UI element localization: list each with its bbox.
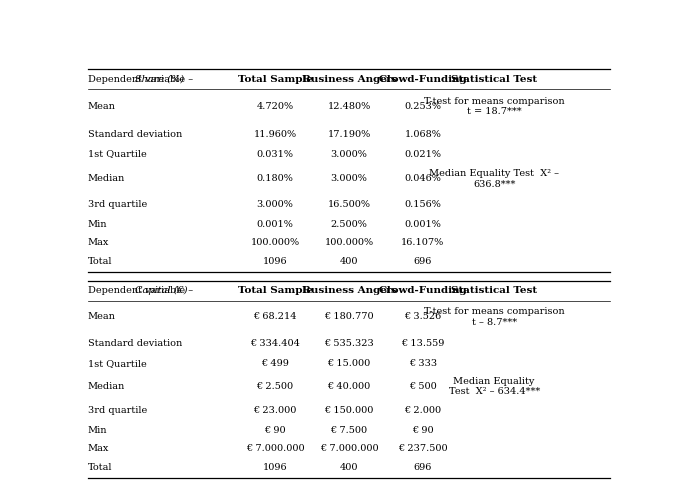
Text: 0.156%: 0.156% <box>405 200 441 209</box>
Text: 4.720%: 4.720% <box>257 102 294 111</box>
Text: 3rd quartile: 3rd quartile <box>88 200 147 209</box>
Text: 17.190%: 17.190% <box>328 130 370 139</box>
Text: 100.000%: 100.000% <box>324 238 374 247</box>
Text: Statistical Test: Statistical Test <box>451 286 537 295</box>
Text: Total Sample: Total Sample <box>238 286 313 295</box>
Text: 0.046%: 0.046% <box>405 174 441 183</box>
Text: Median: Median <box>88 382 125 391</box>
Text: 11.960%: 11.960% <box>253 130 297 139</box>
Text: € 7.000.000: € 7.000.000 <box>246 445 304 454</box>
Text: 400: 400 <box>340 256 358 265</box>
Text: € 2.500: € 2.500 <box>257 382 294 391</box>
Text: € 13.559: € 13.559 <box>401 339 445 348</box>
Text: € 333: € 333 <box>409 359 437 368</box>
Text: Capital (€): Capital (€) <box>135 286 187 295</box>
Text: Dependent variable –: Dependent variable – <box>88 75 196 84</box>
Text: Business Angels: Business Angels <box>302 75 396 84</box>
Text: € 90: € 90 <box>412 426 434 435</box>
Text: Max: Max <box>88 445 109 454</box>
Text: 3.000%: 3.000% <box>330 149 368 158</box>
Text: 0.001%: 0.001% <box>405 220 441 229</box>
Text: Total Sample: Total Sample <box>238 75 313 84</box>
Text: T-test for means comparison: T-test for means comparison <box>424 97 565 106</box>
Text: € 3.526: € 3.526 <box>405 312 441 321</box>
Text: 16.107%: 16.107% <box>401 238 445 247</box>
Text: 0.031%: 0.031% <box>257 149 294 158</box>
Text: € 150.000: € 150.000 <box>324 406 374 415</box>
Text: t – 8.7***: t – 8.7*** <box>471 318 517 327</box>
Text: Mean: Mean <box>88 312 116 321</box>
Text: Dependent variable –: Dependent variable – <box>88 286 196 295</box>
Text: 1096: 1096 <box>263 463 287 472</box>
Text: 16.500%: 16.500% <box>328 200 370 209</box>
Text: 0.253%: 0.253% <box>405 102 441 111</box>
Text: 12.480%: 12.480% <box>328 102 370 111</box>
Text: 3rd quartile: 3rd quartile <box>88 406 147 415</box>
Text: Median Equality: Median Equality <box>454 376 535 385</box>
Text: Min: Min <box>88 426 108 435</box>
Text: 3.000%: 3.000% <box>330 174 368 183</box>
Text: 696: 696 <box>414 463 432 472</box>
Text: T-test for means comparison: T-test for means comparison <box>424 307 565 316</box>
Text: Statistical Test: Statistical Test <box>451 75 537 84</box>
Text: 0.180%: 0.180% <box>257 174 294 183</box>
Text: Min: Min <box>88 220 108 229</box>
Text: € 334.404: € 334.404 <box>250 339 300 348</box>
Text: 1.068%: 1.068% <box>405 130 441 139</box>
Text: 100.000%: 100.000% <box>251 238 300 247</box>
Text: € 7.500: € 7.500 <box>330 426 368 435</box>
Text: Total: Total <box>88 463 112 472</box>
Text: 636.8***: 636.8*** <box>473 179 516 189</box>
Text: € 7.000.000: € 7.000.000 <box>319 445 379 454</box>
Text: Crowd-Funding: Crowd-Funding <box>379 286 467 295</box>
Text: Business Angels: Business Angels <box>302 286 396 295</box>
Text: € 23.000: € 23.000 <box>253 406 297 415</box>
Text: 1096: 1096 <box>263 256 287 265</box>
Text: Standard deviation: Standard deviation <box>88 130 182 139</box>
Text: Median Equality Test  X² –: Median Equality Test X² – <box>429 169 559 178</box>
Text: € 180.770: € 180.770 <box>324 312 374 321</box>
Text: € 68.214: € 68.214 <box>253 312 297 321</box>
Text: Total: Total <box>88 256 112 265</box>
Text: € 499: € 499 <box>262 359 289 368</box>
Text: € 40.000: € 40.000 <box>328 382 370 391</box>
Text: 2.500%: 2.500% <box>330 220 368 229</box>
Text: 696: 696 <box>414 256 432 265</box>
Text: Standard deviation: Standard deviation <box>88 339 182 348</box>
Text: Max: Max <box>88 238 109 247</box>
Text: € 90: € 90 <box>264 426 286 435</box>
Text: 0.021%: 0.021% <box>405 149 441 158</box>
Text: € 535.323: € 535.323 <box>324 339 374 348</box>
Text: Share (%): Share (%) <box>135 75 184 84</box>
Text: € 237.500: € 237.500 <box>398 445 447 454</box>
Text: 1st Quartile: 1st Quartile <box>88 359 146 368</box>
Text: Crowd-Funding: Crowd-Funding <box>379 75 467 84</box>
Text: Mean: Mean <box>88 102 116 111</box>
Text: 0.001%: 0.001% <box>257 220 294 229</box>
Text: Test  X² – 634.4***: Test X² – 634.4*** <box>449 387 540 396</box>
Text: 1st Quartile: 1st Quartile <box>88 149 146 158</box>
Text: t = 18.7***: t = 18.7*** <box>467 108 522 117</box>
Text: € 500: € 500 <box>409 382 437 391</box>
Text: € 15.000: € 15.000 <box>328 359 370 368</box>
Text: 3.000%: 3.000% <box>257 200 294 209</box>
Text: Median: Median <box>88 174 125 183</box>
Text: 400: 400 <box>340 463 358 472</box>
Text: € 2.000: € 2.000 <box>405 406 441 415</box>
